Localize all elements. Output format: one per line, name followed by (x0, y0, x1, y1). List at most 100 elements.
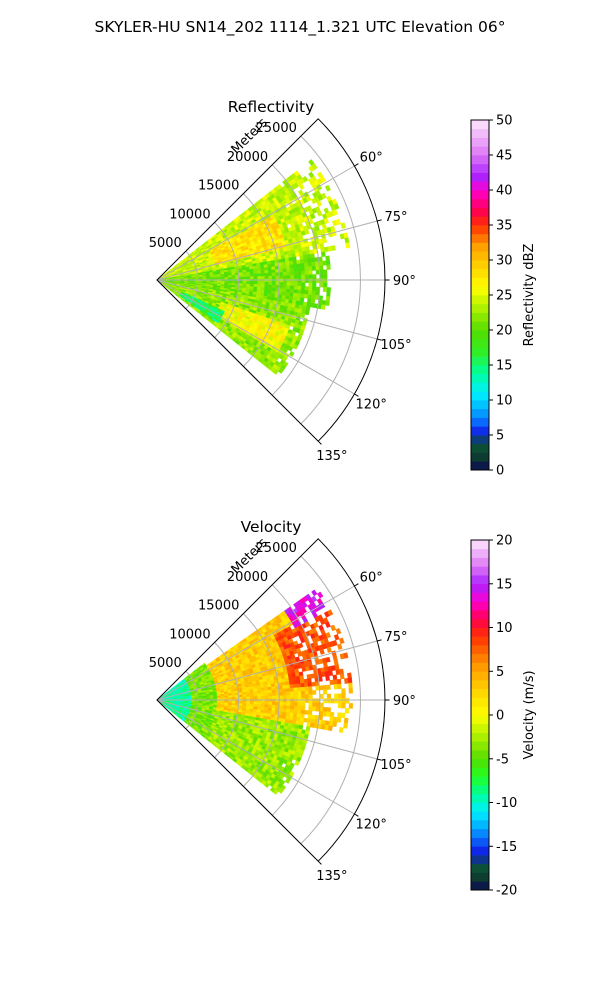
data-cell (283, 289, 287, 293)
data-cell (327, 287, 331, 292)
data-cell (261, 268, 265, 271)
data-cell (333, 675, 337, 680)
colorbar-segment (471, 811, 489, 820)
colorbar-tick-label: 5 (496, 429, 504, 444)
colorbar-tick-label: 45 (496, 149, 513, 164)
data-cell (301, 290, 305, 294)
data-cell (297, 294, 301, 298)
data-cell (265, 693, 269, 696)
data-cell (239, 695, 243, 697)
data-cell (272, 699, 276, 702)
data-cell (283, 692, 287, 696)
data-cell (302, 279, 306, 283)
data-cell (347, 673, 351, 679)
data-cell (327, 694, 331, 699)
data-cell (323, 712, 327, 717)
data-cell (309, 699, 313, 703)
colorbar-segment (471, 330, 489, 339)
data-cell (309, 287, 313, 291)
colorbar-segment (471, 636, 489, 645)
data-cell (309, 691, 313, 695)
data-cell (301, 683, 305, 687)
data-cell (305, 271, 309, 275)
data-cell (301, 286, 305, 290)
data-cell (243, 695, 247, 698)
data-cell (254, 697, 258, 700)
radial-tick-label: 10000 (169, 627, 210, 642)
colorbar-segment (471, 260, 489, 269)
data-cell (290, 268, 294, 272)
azimuth-tick (377, 640, 381, 641)
data-cell (247, 697, 251, 700)
data-cell (239, 281, 243, 283)
data-cell (283, 279, 287, 282)
data-cell (283, 272, 287, 276)
data-cell (342, 698, 346, 703)
data-cell (344, 233, 349, 239)
data-cell (294, 710, 298, 714)
data-cell (254, 702, 258, 705)
colorbar-segment (471, 251, 489, 260)
data-cell (298, 271, 302, 275)
data-cell (308, 711, 312, 715)
data-cell (272, 279, 276, 282)
data-cell (247, 277, 251, 280)
data-cell (272, 690, 276, 693)
data-cell (297, 687, 301, 691)
data-cell (327, 699, 331, 704)
colorbar-tick-label: 0 (496, 464, 504, 479)
data-cell (317, 592, 323, 598)
azimuth-tick (318, 861, 321, 864)
colorbar-segment (471, 776, 489, 785)
data-cell (305, 695, 309, 699)
data-cell (338, 684, 342, 689)
colorbar-segment (471, 873, 489, 882)
data-cell (247, 282, 251, 285)
data-cell (294, 275, 298, 279)
data-cell (290, 692, 294, 696)
data-cell (335, 665, 340, 670)
data-cell (323, 283, 327, 288)
colorbar-segment (471, 864, 489, 873)
data-cell (261, 696, 265, 699)
data-cell (297, 290, 301, 294)
data-cell (250, 274, 254, 277)
colorbar-segment (471, 803, 489, 812)
data-cell (342, 693, 346, 698)
data-cell (296, 676, 300, 680)
data-cell (280, 696, 284, 699)
data-cell (305, 687, 309, 691)
colorbar-segment (471, 164, 489, 173)
colorbar-segment (471, 584, 489, 593)
data-cell (287, 282, 291, 286)
data-cell (294, 271, 298, 275)
data-cell (254, 284, 258, 287)
data-cell (326, 657, 331, 662)
colorbar-segment (471, 365, 489, 374)
data-cell (316, 279, 320, 283)
data-cell (282, 685, 286, 689)
data-cell (309, 707, 313, 711)
data-cell (301, 267, 305, 271)
data-cell (337, 679, 341, 684)
data-cell (327, 265, 331, 270)
radial-tick-label: 10000 (169, 207, 210, 222)
colorbar-segment (471, 146, 489, 155)
data-cell (305, 290, 309, 294)
data-cell (289, 351, 294, 356)
colorbar-segment (471, 838, 489, 847)
data-cell (214, 278, 218, 280)
data-cell (327, 685, 331, 690)
data-cell (301, 271, 305, 275)
colorbar-segment (471, 794, 489, 803)
data-cell (264, 687, 268, 690)
data-cell (308, 715, 312, 719)
data-cell (331, 245, 335, 250)
colorbar-segment (471, 321, 489, 330)
data-cell (268, 708, 272, 711)
data-cell (344, 653, 349, 659)
colorbar-segment (471, 348, 489, 357)
data-cell (289, 681, 293, 685)
colorbar-segment (471, 286, 489, 295)
